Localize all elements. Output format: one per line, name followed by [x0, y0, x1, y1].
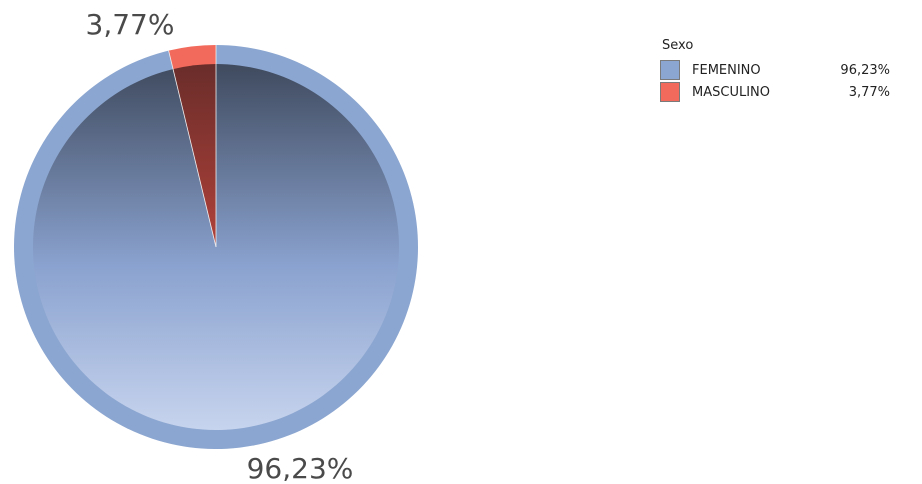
- legend-value-masculino: 3,77%: [848, 84, 890, 100]
- legend-label-masculino: MASCULINO: [692, 84, 770, 100]
- pie-separator: [168, 50, 217, 248]
- data-label-masculino: 3,77%: [86, 8, 175, 41]
- data-label-femenino: 96,23%: [247, 452, 354, 484]
- legend-item-femenino: FEMENINO 96,23%: [660, 59, 910, 81]
- legend-swatch-femenino: [660, 60, 680, 80]
- chart-legend: Sexo FEMENINO 96,23% MASCULINO 3,77%: [660, 38, 910, 103]
- legend-swatch-masculino: [660, 82, 680, 102]
- legend-title: Sexo: [662, 38, 694, 53]
- legend-item-masculino: MASCULINO 3,77%: [660, 81, 910, 103]
- legend-label-femenino: FEMENINO: [692, 62, 761, 78]
- legend-value-femenino: 96,23%: [840, 62, 890, 78]
